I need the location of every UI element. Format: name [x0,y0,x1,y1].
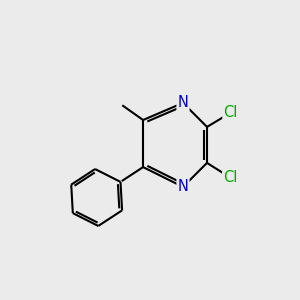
Text: Cl: Cl [223,170,238,185]
Text: Cl: Cl [224,105,238,120]
Text: N: N [178,95,188,110]
Text: N: N [178,179,188,194]
